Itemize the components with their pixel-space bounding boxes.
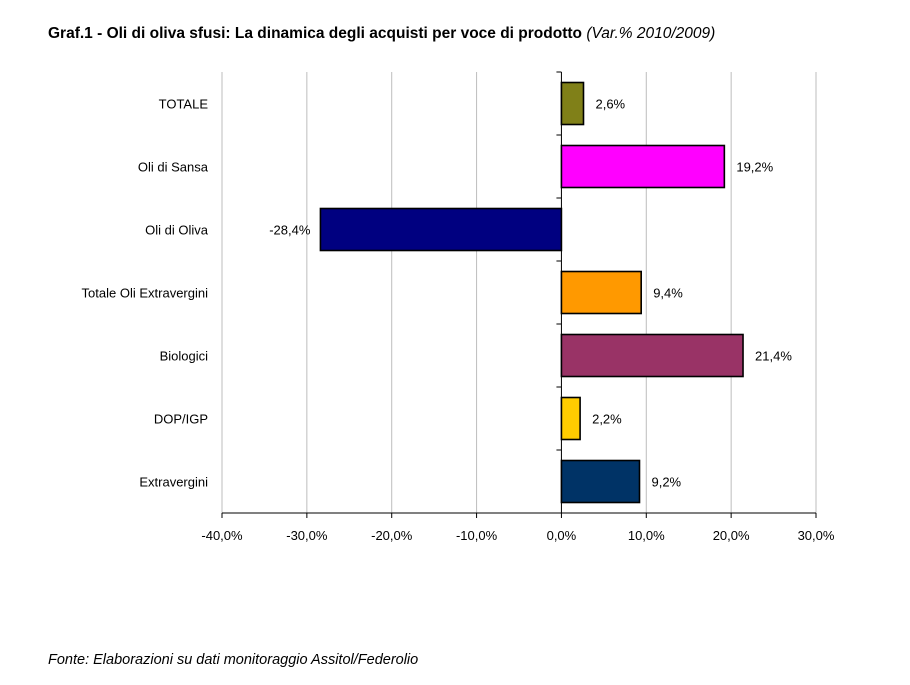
chart-title-sub: (Var.% 2010/2009) bbox=[586, 25, 716, 42]
value-label-1: 19,2% bbox=[736, 160, 773, 175]
bar-2 bbox=[319, 207, 563, 252]
category-label-4: Biologici bbox=[160, 349, 209, 364]
bar-4 bbox=[560, 333, 744, 378]
bar-1 bbox=[560, 144, 726, 189]
category-label-2: Oli di Oliva bbox=[145, 223, 209, 238]
chart-title: Graf.1 - Oli di oliva sfusi: La dinamica… bbox=[48, 25, 715, 43]
bar-5 bbox=[560, 396, 581, 441]
bar-chart: -40,0% -30,0% -20,0% -10,0% 0,0% 10,0% 20,0% 30… bbox=[82, 71, 835, 543]
bar-6 bbox=[560, 459, 641, 504]
x-tick-label-1: -30,0% bbox=[286, 528, 328, 543]
bar-3 bbox=[560, 270, 642, 315]
x-tick-label-6: 20,0% bbox=[713, 528, 750, 543]
value-label-0: 2,6% bbox=[595, 97, 625, 112]
category-label-6: Extravergini bbox=[139, 475, 208, 490]
value-label-3: 9,4% bbox=[653, 286, 683, 301]
value-label-4: 21,4% bbox=[755, 349, 792, 364]
chart-title-main: Graf.1 - Oli di oliva sfusi: La dinamica… bbox=[48, 25, 582, 42]
value-label-6: 9,2% bbox=[651, 475, 681, 490]
category-label-5: DOP/IGP bbox=[154, 412, 208, 427]
value-label-2: -28,4% bbox=[269, 223, 311, 238]
x-tick-label-3: -10,0% bbox=[456, 528, 498, 543]
x-tick-label-7: 30,0% bbox=[798, 528, 835, 543]
category-label-1: Oli di Sansa bbox=[138, 160, 209, 175]
category-label-0: TOTALE bbox=[159, 97, 209, 112]
source-note: Fonte: Elaborazioni su dati monitoraggio… bbox=[48, 652, 419, 668]
value-label-5: 2,2% bbox=[592, 412, 622, 427]
x-tick-label-5: 10,0% bbox=[628, 528, 665, 543]
bar-0 bbox=[560, 81, 585, 126]
category-label-3: Totale Oli Extravergini bbox=[82, 286, 209, 301]
x-tick-label-0: -40,0% bbox=[201, 528, 243, 543]
x-tick-label-2: -20,0% bbox=[371, 528, 413, 543]
x-tick-label-4: 0,0% bbox=[547, 528, 577, 543]
